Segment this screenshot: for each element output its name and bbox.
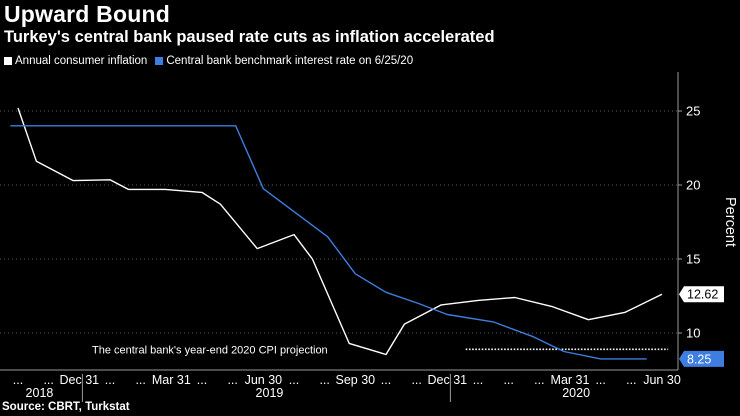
x-tick-label-6: ...: [197, 373, 207, 387]
x-tick-label-13: ...: [411, 373, 421, 387]
x-tick-label-2: Dec 31: [60, 373, 100, 387]
legend-label-interest-rate: Central bank benchmark interest rate on …: [166, 55, 414, 67]
x-tick-label-18: Mar 31: [551, 373, 590, 387]
x-tick-label-15: ...: [473, 373, 483, 387]
chart-subtitle: Turkey's central bank paused rate cuts a…: [4, 28, 495, 46]
year-label-2020: 2020: [562, 386, 590, 400]
year-label-2018: 2018: [26, 386, 54, 400]
year-label-2019: 2019: [256, 386, 284, 400]
inflation-end-value: 12.62: [687, 288, 718, 302]
interest-rate-end-label-box: [679, 350, 724, 367]
x-tick-label-20: ...: [626, 373, 636, 387]
x-tick-label-8: Jun 30: [245, 373, 283, 387]
inflation-series-line: [17, 107, 663, 356]
x-tick-label-12: ...: [381, 373, 391, 387]
legend-swatch-inflation: [4, 57, 12, 65]
x-tick-label-21: Jun 30: [643, 373, 681, 387]
interest-rate-end-value: 8.25: [687, 352, 711, 366]
legend-item-interest-rate: Central bank benchmark interest rate on …: [155, 55, 413, 67]
x-tick-label-11: Sep 30: [336, 373, 376, 387]
legend-swatch-interest-rate: [155, 57, 164, 65]
x-tick-label-7: ...: [227, 373, 237, 387]
y-tick-label-10: 10: [686, 326, 700, 341]
y-tick-label-25: 25: [686, 104, 700, 119]
x-tick-label-17: ...: [534, 373, 544, 387]
cpi-projection-annotation: The central bank's year-end 2020 CPI pro…: [92, 344, 328, 356]
x-tick-label-16: ...: [503, 373, 513, 387]
x-tick-label-4: ...: [135, 373, 145, 387]
source-note: Source: CBRT, Turkstat: [2, 401, 130, 413]
interest-rate-end-label: 8.25: [679, 350, 724, 367]
chart-title: Upward Bound: [4, 1, 170, 27]
inflation-end-label-box: [679, 286, 724, 303]
y-tick-label-15: 15: [686, 252, 700, 267]
x-tick-label-14: Dec 31: [428, 373, 468, 387]
inflation-end-label: 12.62: [679, 286, 724, 303]
x-tick-label-3: ...: [105, 373, 115, 387]
x-tick-label-0: ...: [13, 373, 23, 387]
interest-rate-series-line: [10, 125, 647, 360]
x-tick-label-19: ...: [595, 373, 605, 387]
x-tick-label-5: Mar 31: [152, 373, 191, 387]
legend-label-inflation: Annual consumer inflation: [15, 55, 148, 67]
x-tick-label-9: ...: [289, 373, 299, 387]
y-tick-label-20: 20: [686, 178, 700, 193]
x-tick-label-1: ...: [43, 373, 53, 387]
chart-legend: Annual consumer inflation Central bank b…: [4, 55, 421, 67]
y-axis-title: Percent: [722, 197, 738, 247]
x-tick-label-10: ...: [319, 373, 329, 387]
legend-item-inflation: Annual consumer inflation: [4, 55, 147, 67]
